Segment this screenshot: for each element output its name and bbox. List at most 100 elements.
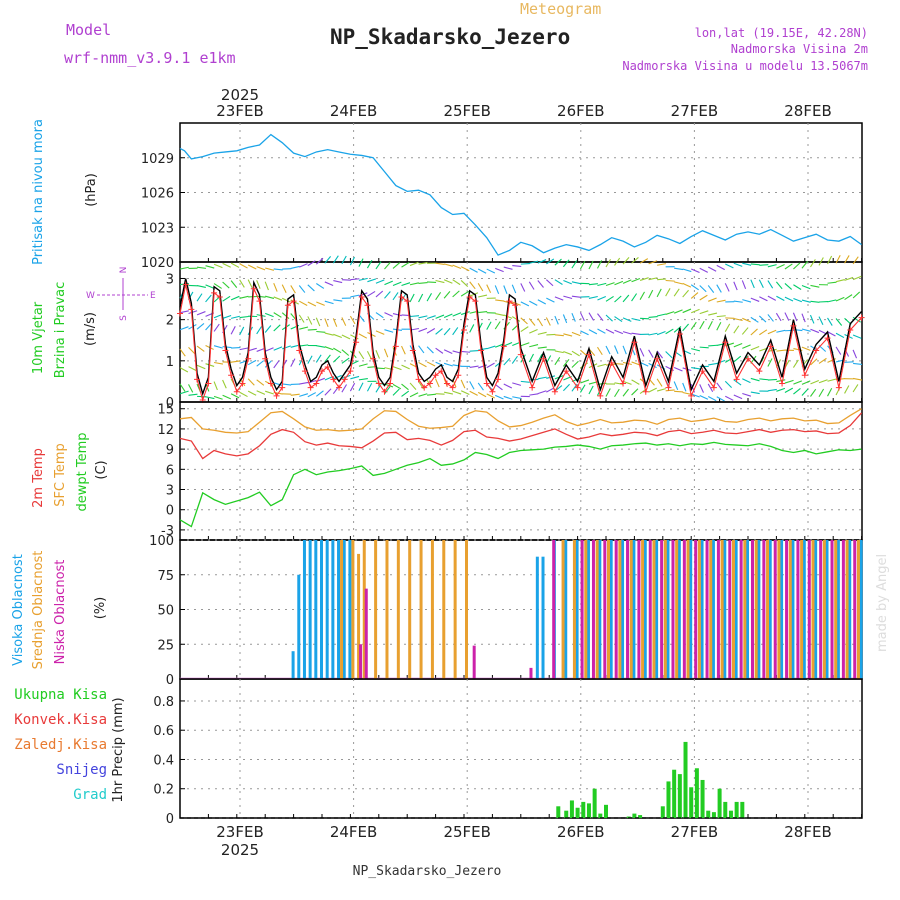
cloud-bar-0 — [632, 540, 636, 679]
wind-arrow — [282, 345, 291, 350]
wind-arrow — [273, 360, 280, 369]
wind-arrow — [179, 367, 189, 373]
wind-arrow — [597, 313, 604, 322]
wind-arrow — [205, 396, 215, 400]
wind-arrow — [290, 344, 300, 348]
wind-arrow — [477, 391, 487, 398]
wind-arrow — [852, 349, 858, 359]
wind-arrow — [690, 292, 699, 299]
wind-arrow — [741, 327, 749, 335]
wind-arrow — [537, 318, 544, 327]
wind-arrow — [520, 380, 530, 383]
cloud-bar-0 — [541, 556, 545, 679]
wind-gust-marker — [608, 359, 615, 366]
wind-arrow — [699, 394, 709, 400]
wind-arrow — [375, 367, 385, 370]
cloud-bar-1 — [419, 540, 423, 679]
wind-arrow — [793, 284, 802, 290]
wind-arrow — [733, 343, 743, 348]
wind-arrow — [699, 285, 707, 293]
wind-arrow — [281, 284, 287, 293]
wind-arrow — [367, 278, 377, 283]
cloud-bar-1 — [800, 540, 804, 679]
wind-arrow — [614, 345, 619, 354]
wind-arrow — [648, 289, 654, 299]
precip-bar — [694, 768, 699, 818]
precip-bar — [734, 801, 739, 818]
wind-gust-marker — [699, 368, 706, 375]
wind-arrow — [818, 316, 824, 326]
wind-arrow — [460, 390, 470, 395]
day-label-bottom: 26FEB — [557, 823, 604, 841]
cloud-bar-0 — [598, 540, 602, 679]
wind-arrow — [639, 291, 645, 300]
wind-arrow — [418, 345, 425, 354]
day-label-top: 28FEB — [784, 102, 831, 120]
wind-arrow — [554, 356, 561, 366]
wind-arrow — [579, 260, 586, 270]
wind-arrow — [435, 262, 445, 265]
cloud-bar-0 — [337, 540, 341, 679]
wind-gust-marker — [483, 380, 490, 387]
wind-arrow — [665, 288, 671, 297]
cloud-bar-0 — [723, 540, 727, 679]
wind-gust-marker — [205, 380, 212, 387]
day-label-bottom: 27FEB — [671, 823, 718, 841]
wind-arrow — [605, 388, 611, 397]
product-title: Meteogram — [520, 0, 601, 18]
wind-gust-marker — [313, 380, 320, 387]
ytick-label: 100 — [149, 534, 174, 549]
wind-arrow — [810, 380, 820, 385]
wind-arrow — [265, 295, 275, 299]
cloud-bar-2 — [472, 645, 476, 679]
wind-arrow — [273, 346, 283, 351]
precip-bar — [564, 810, 569, 818]
wind-arrow — [478, 311, 488, 314]
wind-arrow — [511, 316, 521, 322]
cloud-bar-2 — [751, 540, 754, 679]
wind-gust-marker — [495, 376, 502, 383]
wind-arrow — [690, 268, 700, 274]
wind-arrow — [724, 323, 731, 332]
precip-bar — [717, 788, 722, 818]
wind-arrow — [222, 262, 231, 268]
wind-arrow — [733, 262, 743, 267]
wind-arrow — [844, 276, 854, 281]
wind-arrow — [486, 362, 495, 369]
wind-arrow — [827, 281, 837, 284]
wind-arrow — [750, 391, 760, 395]
wind-arrow — [188, 384, 194, 393]
wind-arrow — [844, 294, 853, 301]
wind-arrow — [239, 347, 249, 351]
wind-gust-marker — [779, 380, 786, 387]
wind-arrow — [460, 379, 466, 389]
ytick-label: 0.2 — [153, 783, 174, 798]
wind-arrow — [852, 334, 862, 339]
wind-gust-marker — [665, 384, 672, 391]
cloud-bar-1 — [607, 540, 610, 679]
year-bottom: 2025 — [221, 841, 259, 859]
wind-arrow — [265, 390, 274, 395]
footer-station: NP_Skadarsko_Jezero — [353, 864, 502, 879]
wind-arrow — [554, 258, 562, 266]
wind-gust-marker — [409, 347, 416, 354]
pressure-ylabel-name: Pritisak na nivou mora — [31, 119, 46, 265]
wind-arrow — [682, 382, 687, 392]
wind-arrow — [179, 390, 189, 395]
wind-arrow — [247, 378, 255, 386]
wind-gust-marker — [517, 351, 524, 358]
ytick-label: 1026 — [141, 187, 174, 202]
precip-bar — [556, 806, 561, 818]
wind-gust-marker — [330, 376, 337, 383]
wind-arrow — [486, 284, 492, 294]
precip-bar — [660, 806, 665, 818]
wind-gust-marker — [506, 298, 513, 305]
wind-arrow — [579, 312, 585, 321]
wind-arrow — [835, 346, 842, 355]
wind-arrow — [759, 264, 769, 266]
wind-arrow — [759, 329, 768, 336]
cloud-bar-1 — [822, 540, 826, 679]
wind-arrow — [537, 390, 547, 395]
wind-arrow — [316, 330, 326, 333]
wind-gust-marker — [688, 392, 695, 399]
